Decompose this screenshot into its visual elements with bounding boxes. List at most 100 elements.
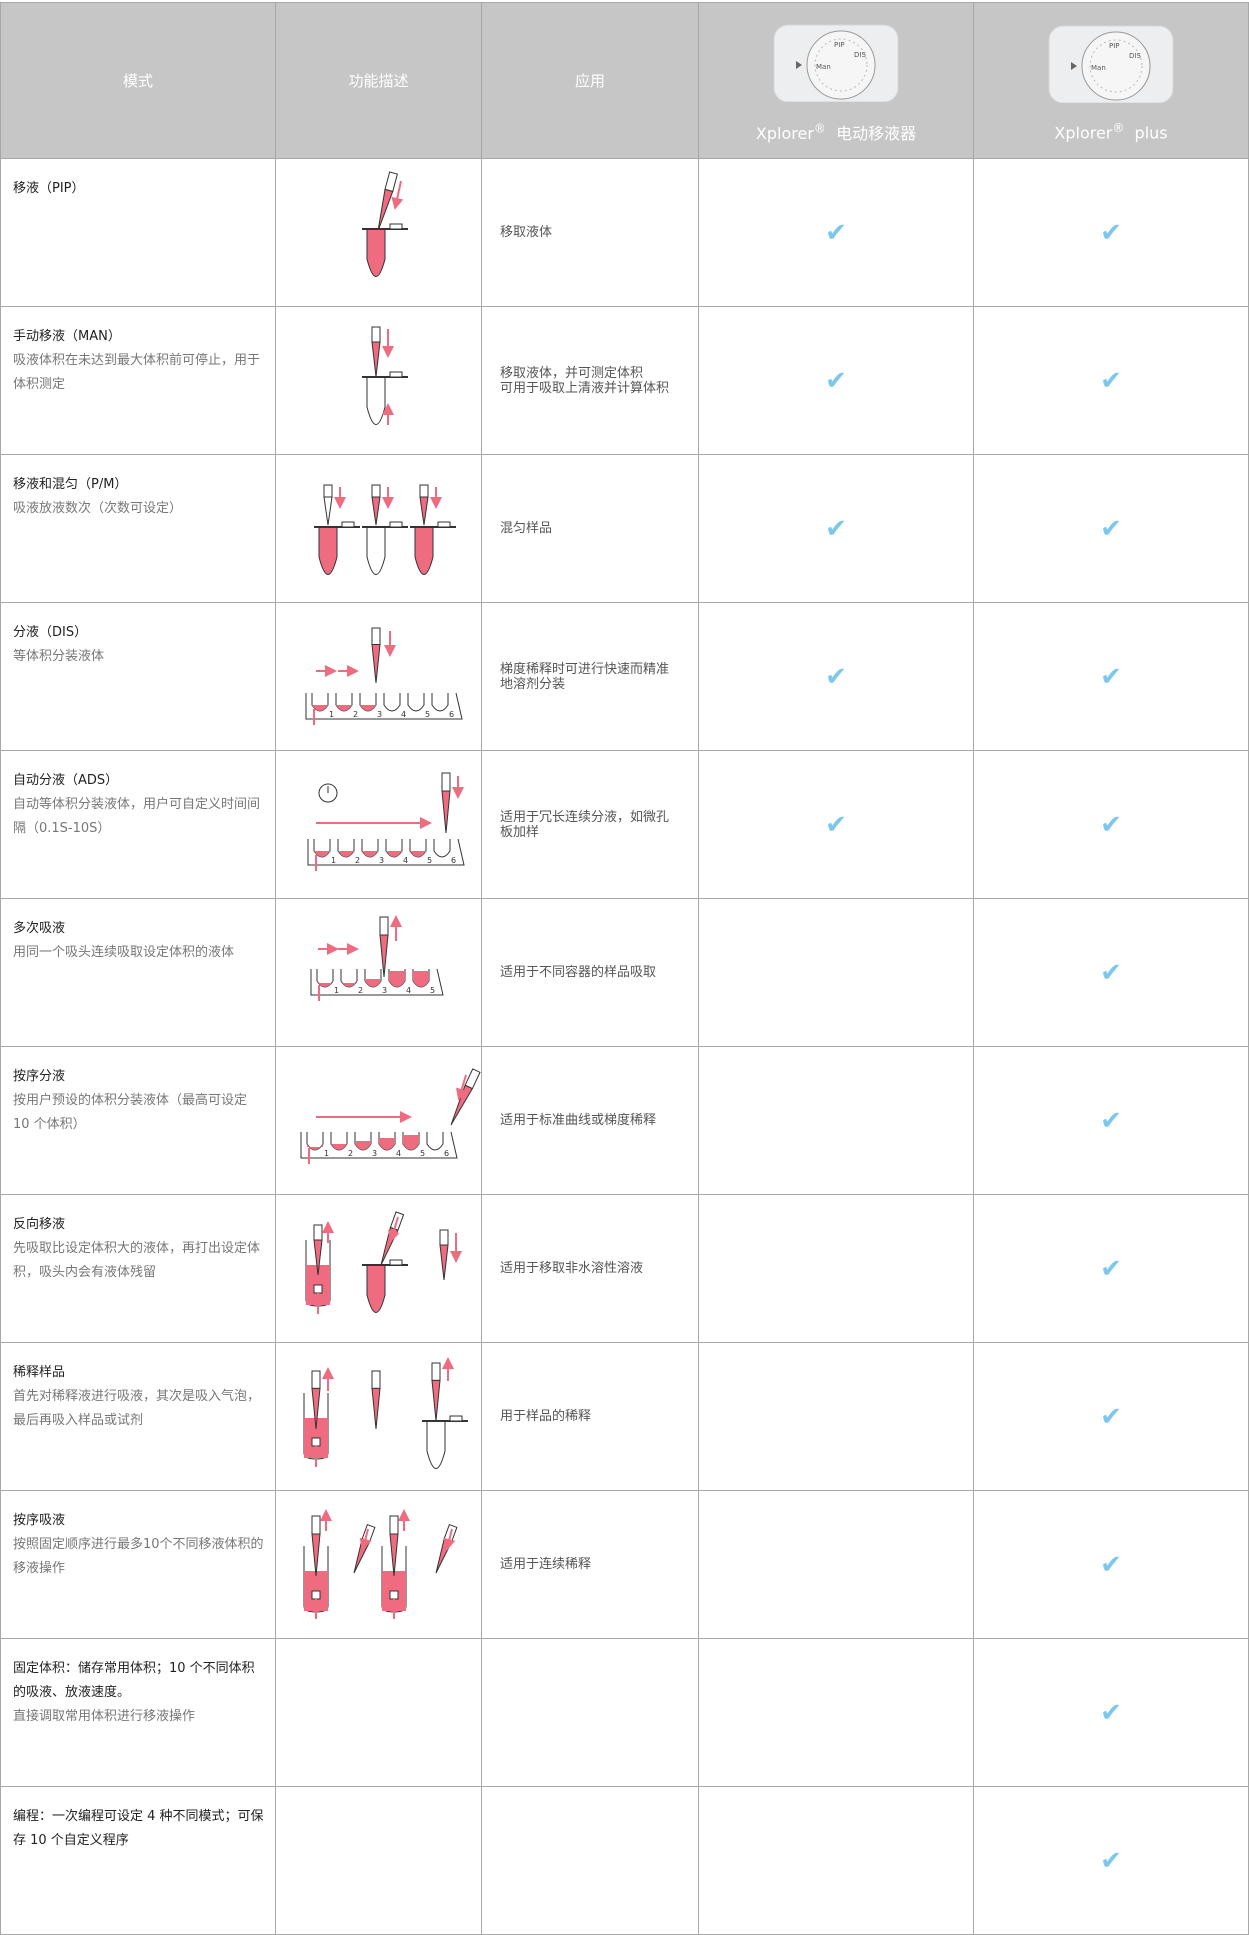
mode-illustration [276, 1787, 481, 1915]
plus-support-cell: ✔ [973, 1342, 1249, 1491]
header-mode: 模式 [0, 2, 276, 159]
illustration-part [403, 1135, 419, 1150]
illustration-part: 1 [324, 1149, 329, 1158]
illustration-part [389, 971, 405, 987]
svg-text:PIP: PIP [1109, 42, 1120, 50]
illustration-cell [275, 1194, 482, 1343]
check-icon: ✔ [825, 513, 847, 544]
illustration-part [362, 851, 378, 857]
check-icon: ✔ [1100, 1697, 1122, 1728]
mode-illustration [303, 1509, 458, 1619]
illustration-part [426, 1420, 446, 1469]
mode-cell: 按序吸液 按照固定顺序进行最多10个不同移液体积的移液操作 [0, 1490, 276, 1639]
mode-illustration [276, 1639, 481, 1767]
mode-cell: 按序分液按用户预设的体积分装液体（最高可设定 10 个体积） [0, 1046, 276, 1195]
svg-text:PIP: PIP [834, 41, 845, 49]
application-cell: 适用于连续稀释 [481, 1490, 699, 1639]
illustration-part [311, 1590, 321, 1600]
illustration-part [379, 1138, 395, 1150]
mode-cell: 分液（DIS） 等体积分装液体 [0, 602, 276, 751]
illustration-part: 5 [420, 1149, 425, 1158]
table-row: 移液（PIP） 移取液体 ✔ ✔ [0, 158, 1249, 307]
table-row: 反向移液 先吸取比设定体积大的液体，再打出设定体积，吸头内会有液体残留 适用于移取… [0, 1194, 1249, 1343]
xplorer-support-cell: ✔ [698, 454, 974, 603]
table-row: 按序分液按用户预设的体积分装液体（最高可设定 10 个体积） 1 2 3 4 5 6 适用… [0, 1046, 1249, 1195]
check-icon: ✔ [1100, 513, 1122, 544]
check-icon: ✔ [1100, 1253, 1122, 1284]
illustration-part: 5 [427, 856, 432, 865]
mode-cell: 固定体积：储存常用体积；10 个不同体积的吸液、放液速度。 直接调取常用体积进行移… [0, 1638, 276, 1787]
illustration-part: 2 [358, 986, 363, 995]
illustration-part [426, 1132, 444, 1151]
mode-description: 先吸取比设定体积大的液体，再打出设定体积，吸头内会有液体残留 [13, 1241, 261, 1280]
xplorer-support-cell [698, 1046, 974, 1195]
illustration-part [387, 1216, 400, 1243]
illustration-part [414, 526, 434, 575]
plus-support-cell: ✔ [973, 602, 1249, 751]
illustration-cell [275, 1342, 482, 1491]
illustration-part: 2 [355, 856, 360, 865]
table-row: 分液（DIS） 等体积分装液体 1 2 3 4 5 6 梯度稀释时可进行快速而精准地溶剂分装… [0, 602, 1249, 751]
application-cell: 适用于标准曲线或梯度稀释 [481, 1046, 699, 1195]
xplorer-support-cell [698, 1490, 974, 1639]
mode-illustration: 1 2 3 4 5 6 [300, 1068, 481, 1164]
xplorer-support-cell [698, 1638, 974, 1787]
mode-illustration [362, 171, 408, 277]
mode-illustration [362, 326, 408, 425]
illustration-part [386, 851, 402, 857]
illustration-part [311, 1437, 321, 1447]
illustration-part: 4 [403, 856, 408, 865]
plus-support-cell: ✔ [973, 158, 1249, 307]
check-icon: ✔ [1100, 365, 1122, 396]
illustration-part [371, 1370, 381, 1430]
application-cell: 用于样品的稀释 [481, 1342, 699, 1491]
check-icon: ✔ [1100, 217, 1122, 248]
product-suffix: plus [1134, 123, 1168, 143]
illustration-part [379, 916, 389, 978]
mode-cell: 移液（PIP） [0, 158, 276, 307]
mode-title: 自动分液（ADS） [13, 773, 119, 788]
table-row: 稀释样品 首先对稀释液进行吸液，其次是吸入气泡，最后再吸入样品或试剂 用于样品的稀… [0, 1342, 1249, 1491]
mode-illustration: 1 2 3 4 5 [310, 915, 444, 1001]
illustration-part: 5 [425, 710, 430, 719]
table-row: 固定体积：储存常用体积；10 个不同体积的吸液、放液速度。 直接调取常用体积进行移… [0, 1638, 1249, 1787]
illustration-part: 3 [377, 710, 382, 719]
mode-description: 等体积分装液体 [13, 649, 105, 664]
illustration-part [318, 526, 338, 575]
illustration-part [317, 981, 333, 987]
illustration-part [389, 1590, 399, 1600]
mode-illustration [314, 484, 456, 575]
mode-title: 分液（DIS） [13, 625, 88, 640]
product-name: Xplorer [755, 124, 814, 143]
plus-support-cell: ✔ [973, 306, 1249, 455]
mode-description: 用同一个吸头连续吸取设定体积的液体 [13, 945, 235, 960]
illustration-part: 3 [372, 1149, 377, 1158]
application-cell: 适用于冗长连续分液，如微孔板加样 [481, 750, 699, 899]
header-application: 应用 [481, 2, 699, 159]
illustration-cell [275, 158, 482, 307]
illustration-part [437, 521, 451, 528]
illustration-part: 5 [430, 986, 435, 995]
illustration-part [431, 1362, 441, 1422]
xplorer-support-cell: ✔ [698, 602, 974, 751]
xplorer-support-cell: ✔ [698, 750, 974, 899]
mode-cell: 多次吸液 用同一个吸头连续吸取设定体积的液体 [0, 898, 276, 1047]
mode-description: 按用户预设的体积分装液体（最高可设定 10 个体积） [13, 1093, 248, 1132]
illustration-part [341, 981, 357, 987]
table-row: 自动分液（ADS） 自动等体积分装液体，用户可自定义时间间隔（0.1S-10S） … [0, 750, 1249, 899]
illustration-part: 3 [379, 856, 384, 865]
registered-mark: ® [1112, 121, 1125, 136]
illustration-part: 6 [449, 710, 454, 719]
illustration-part [307, 838, 465, 866]
illustration-part [312, 705, 328, 711]
illustration-part [383, 693, 401, 712]
check-icon: ✔ [825, 661, 847, 692]
illustration-part [355, 1141, 371, 1150]
svg-text:DIS: DIS [854, 51, 866, 59]
mode-title: 按序分液 [13, 1069, 66, 1084]
mode-title: 反向移液 [13, 1217, 66, 1232]
mode-title: 移液（PIP） [13, 181, 85, 196]
illustration-cell [275, 1786, 482, 1935]
header-row: 模式 功能描述 应用 Man PIP DIS Xplorer® 电动移液器 Man P… [0, 2, 1249, 159]
illustration-part [391, 180, 404, 210]
